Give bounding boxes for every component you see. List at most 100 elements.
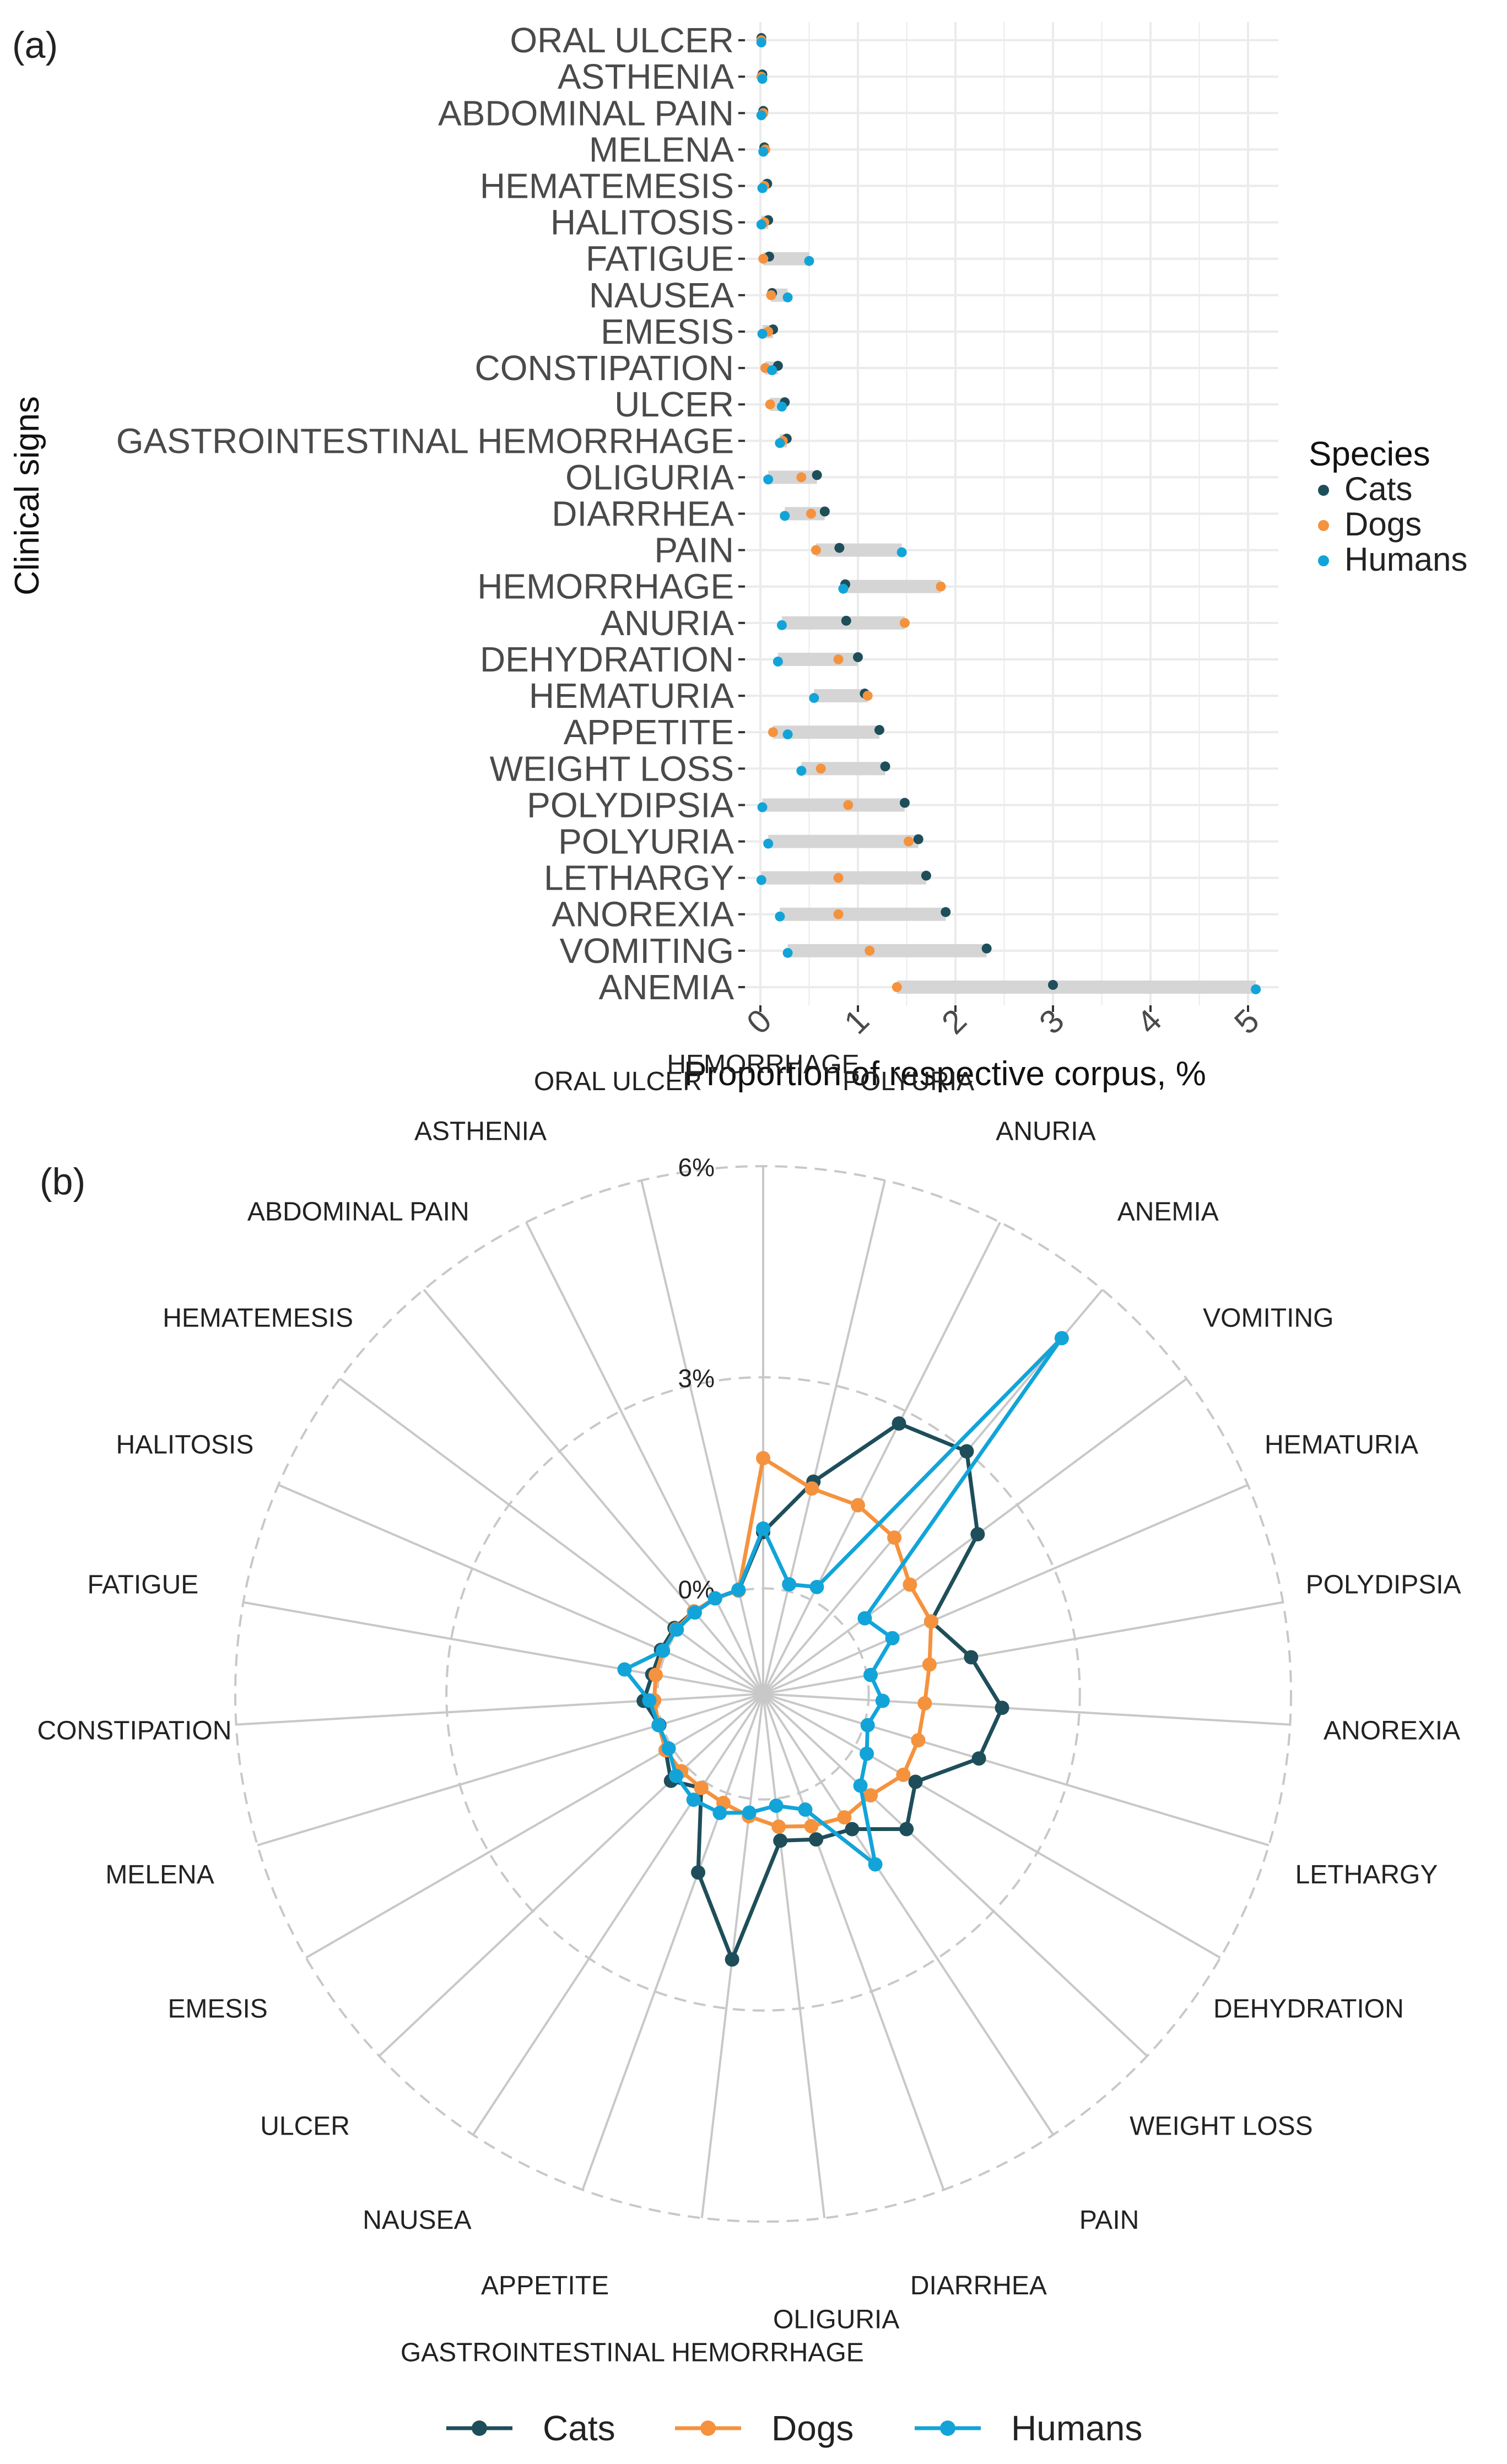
spoke-label-nausea: NAUSEA [363, 2206, 471, 2235]
radar-panel: (b) 0%3%6% HEMORRHAGEPOLYURIAANURIAANEMI… [37, 1050, 1461, 2448]
radar-point-humans [885, 1631, 900, 1645]
range-bar [815, 543, 902, 557]
panel-label-a: (a) [12, 24, 58, 66]
x-tick-label: 4 [1130, 1002, 1169, 1041]
row-hematemesis: HEMATEMESIS [480, 166, 773, 206]
y-axis-title: Clinical signs [8, 396, 46, 595]
dot-humans [775, 438, 785, 448]
row-anuria: ANURIA [601, 603, 910, 643]
y-tick-label: ULCER [614, 385, 734, 424]
y-tick-label: WEIGHT LOSS [490, 749, 734, 788]
ring-label: 3% [678, 1364, 715, 1393]
row-emesis: EMESIS [601, 312, 779, 351]
radar-point-humans [707, 1591, 722, 1606]
dot-cats [1048, 979, 1058, 990]
range-bar [814, 689, 868, 703]
dot-dogs [796, 472, 807, 483]
dot-humans [756, 37, 766, 48]
radar-point-dogs [887, 1530, 902, 1545]
dot-dogs [833, 654, 844, 664]
radar-point-dogs [850, 1498, 865, 1513]
spoke-label-polyuria: POLYURIA [842, 1067, 974, 1096]
spoke-label-anorexia: ANOREXIA [1324, 1716, 1460, 1745]
radar-point-dogs [903, 1577, 917, 1592]
y-tick-label: ABDOMINAL PAIN [438, 93, 734, 133]
radar-spoke [305, 1693, 764, 1959]
radar-spoke [763, 1693, 1270, 1846]
row-hematuria: HEMATURIA [529, 676, 873, 716]
radar-point-humans [853, 1778, 868, 1793]
dot-dogs [766, 290, 776, 300]
radar-point-humans [617, 1662, 632, 1677]
radar-point-humans [857, 1611, 872, 1626]
x-tick-label: 0 [739, 1002, 779, 1041]
spoke-label-oliguria: OLIGURIA [773, 2305, 899, 2334]
dot-dogs [862, 691, 873, 701]
row-abdominal-pain: ABDOMINAL PAIN [438, 93, 769, 133]
ring-label: 6% [678, 1153, 715, 1182]
spoke-label-vomiting: VOMITING [1203, 1303, 1333, 1333]
legend-label-dogs: Dogs [1344, 506, 1422, 543]
radar-ring [445, 1376, 1081, 2012]
dot-humans [763, 838, 774, 849]
radar-spoke [763, 1601, 1283, 1695]
dot-dogs [865, 945, 875, 956]
y-tick-label: CONSTIPATION [474, 348, 734, 388]
row-constipation: CONSTIPATION [474, 348, 783, 388]
radar-line-cats [641, 1421, 1004, 1962]
y-tick-label: EMESIS [601, 312, 734, 351]
row-lethargy: LETHARGY [544, 858, 931, 898]
row-polyuria: POLYURIA [558, 822, 923, 862]
row-oliguria: OLIGURIA [565, 457, 822, 497]
dot-humans [758, 147, 769, 157]
radar-point-dogs [896, 1767, 911, 1782]
radar-ring [656, 1587, 870, 1801]
radar-spoke [640, 1180, 764, 1694]
dot-cats [834, 543, 845, 553]
row-oral-ulcer: ORAL ULCER [510, 20, 766, 60]
spoke-label-asthenia: ASTHENIA [414, 1117, 547, 1146]
radar-point-humans [1054, 1331, 1069, 1346]
spoke-label-melena: MELENA [105, 1860, 214, 1889]
radar-line-humans [622, 1336, 1064, 1866]
spoke-label-constipation: CONSTIPATION [37, 1716, 231, 1745]
y-tick-label: DIARRHEA [552, 494, 734, 534]
legend-label-cats: Cats [1344, 470, 1412, 507]
dot-cats [819, 506, 830, 517]
spoke-label-halitosis: HALITOSIS [116, 1430, 254, 1459]
y-tick-label: NAUSEA [589, 275, 734, 315]
dot-cats [853, 652, 863, 662]
radar-point-cats [995, 1701, 1009, 1715]
y-tick-label: HEMORRHAGE [477, 567, 734, 606]
dot-humans [809, 693, 819, 703]
spoke-label-lethargy: LETHARGY [1295, 1860, 1438, 1889]
dot-humans [756, 219, 766, 230]
spoke-label-ulcer: ULCER [260, 2111, 350, 2141]
radar-spoke [581, 1693, 764, 2190]
legend-dot-dogs [1318, 520, 1329, 531]
radar-spoke [339, 1378, 764, 1695]
radar-point-humans [860, 1718, 875, 1732]
radar-series-humans [617, 1331, 1069, 1872]
range-bar [780, 907, 946, 921]
radar-spoke [762, 1693, 945, 2190]
range-bar [761, 871, 926, 885]
spoke-label-hematemesis: HEMATEMESIS [163, 1303, 353, 1333]
radar-point-humans [731, 1583, 746, 1597]
radar-spoke [423, 1288, 764, 1695]
radar-point-dogs [694, 1780, 709, 1795]
dot-humans [782, 729, 793, 740]
range-bar [785, 507, 825, 521]
x-tick-label: 3 [1032, 1002, 1071, 1041]
spoke-label-dehydration: DEHYDRATION [1213, 1995, 1404, 2024]
range-bar [768, 835, 919, 848]
y-tick-label: PAIN [654, 530, 734, 570]
row-vomiting: VOMITING [560, 931, 992, 971]
radar-point-dogs [756, 1451, 770, 1466]
radar-spoke [278, 1483, 764, 1695]
legend-marker-dogs [700, 2420, 716, 2436]
radar-spoke [762, 1693, 1148, 2057]
dot-dogs [768, 727, 779, 738]
